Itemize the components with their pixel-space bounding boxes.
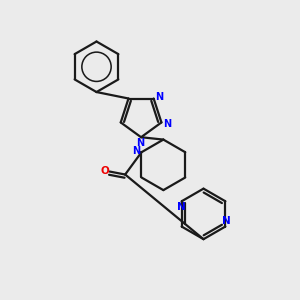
Text: N: N (132, 146, 140, 156)
Text: N: N (155, 92, 163, 102)
Text: N: N (163, 119, 171, 129)
Text: N: N (222, 216, 230, 226)
Text: N: N (177, 202, 186, 212)
Text: O: O (100, 166, 109, 176)
Text: N: N (136, 138, 145, 148)
